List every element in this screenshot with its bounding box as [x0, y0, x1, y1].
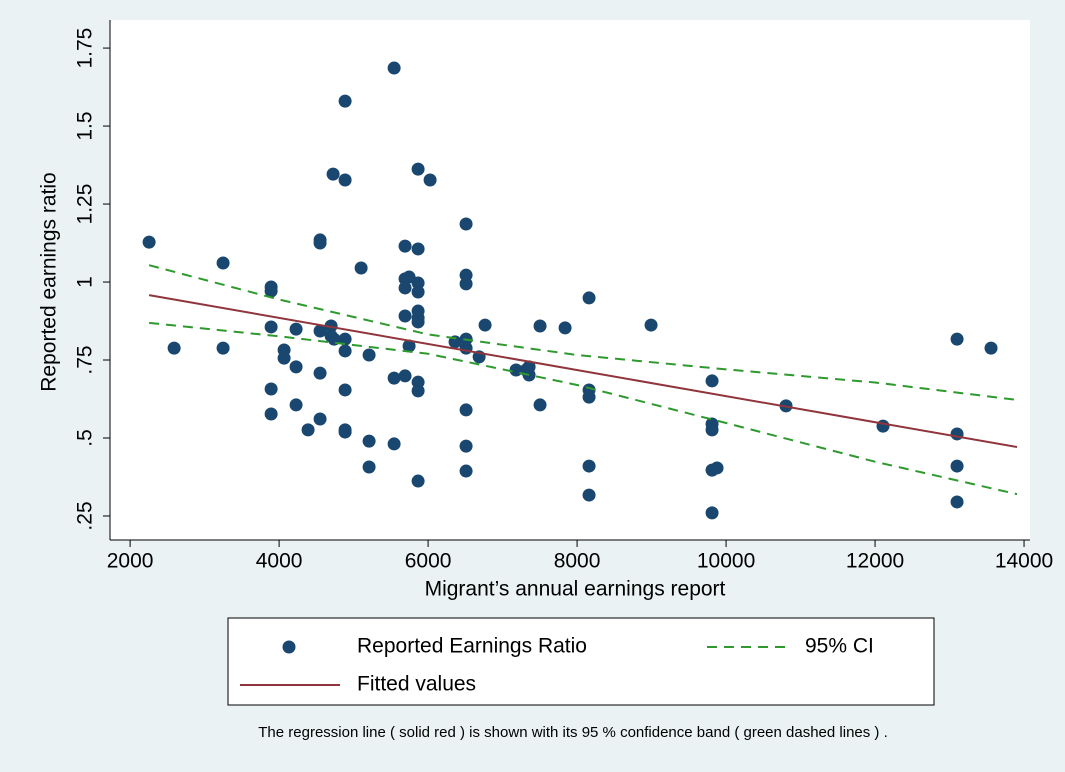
point	[216, 256, 230, 270]
point	[582, 291, 596, 305]
point	[301, 423, 315, 437]
point	[313, 236, 327, 250]
point	[398, 309, 412, 323]
point	[533, 319, 547, 333]
point	[411, 242, 425, 256]
point	[710, 461, 724, 475]
point	[264, 382, 278, 396]
point	[264, 320, 278, 334]
point	[705, 506, 719, 520]
point	[582, 390, 596, 404]
legend	[227, 617, 935, 706]
fitted-line	[148, 294, 1018, 449]
y-tick-label: 1.5	[74, 111, 97, 140]
point	[338, 173, 352, 187]
point	[398, 239, 412, 253]
point	[950, 495, 964, 509]
point	[411, 276, 425, 290]
point	[402, 339, 416, 353]
point	[264, 284, 278, 298]
point	[984, 341, 998, 355]
ci-upper	[148, 264, 1018, 401]
point	[950, 427, 964, 441]
point	[142, 235, 156, 249]
point	[338, 344, 352, 358]
point	[289, 322, 303, 336]
point	[289, 398, 303, 412]
x-tick-label: 12000	[846, 550, 904, 573]
point	[313, 324, 327, 338]
point	[582, 459, 596, 473]
ci-lower	[149, 321, 1018, 496]
x-tick-label: 14000	[995, 550, 1053, 573]
point	[362, 434, 376, 448]
point	[644, 318, 658, 332]
legend-label: Reported Earnings Ratio	[357, 635, 587, 658]
legend-label: Fitted values	[357, 673, 476, 696]
point	[478, 318, 492, 332]
point	[277, 351, 291, 365]
point	[705, 423, 719, 437]
point	[338, 94, 352, 108]
point	[423, 173, 437, 187]
plot-area	[110, 20, 1030, 540]
point	[950, 459, 964, 473]
point	[338, 332, 352, 346]
point	[216, 341, 230, 355]
point	[362, 348, 376, 362]
point	[354, 261, 368, 275]
point	[582, 488, 596, 502]
point	[411, 315, 425, 329]
point	[326, 167, 340, 181]
point	[411, 474, 425, 488]
x-tick-label: 2000	[107, 550, 154, 573]
point	[313, 366, 327, 380]
point	[876, 419, 890, 433]
y-tick-label: 1	[74, 276, 97, 288]
point	[533, 398, 547, 412]
point	[338, 425, 352, 439]
point	[459, 464, 473, 478]
y-tick-label: 1.25	[74, 184, 97, 225]
legend-marker	[282, 640, 296, 654]
point	[264, 407, 278, 421]
point	[338, 383, 352, 397]
x-axis-title: Migrant’s annual earnings report	[425, 578, 726, 601]
y-tick-label: .5	[74, 429, 97, 447]
point	[705, 374, 719, 388]
point	[398, 281, 412, 295]
x-tick-label: 10000	[697, 550, 755, 573]
point	[459, 439, 473, 453]
point	[509, 363, 523, 377]
x-tick-label: 8000	[554, 550, 601, 573]
y-tick-label: .25	[74, 501, 97, 530]
point	[167, 341, 181, 355]
point	[387, 437, 401, 451]
x-tick-label: 4000	[256, 550, 303, 573]
point	[558, 321, 572, 335]
point	[459, 403, 473, 417]
y-tick-label: 1.75	[74, 28, 97, 69]
point	[459, 217, 473, 231]
x-tick-label: 6000	[405, 550, 452, 573]
point	[289, 360, 303, 374]
point	[387, 61, 401, 75]
point	[387, 371, 401, 385]
point	[362, 460, 376, 474]
point	[459, 341, 473, 355]
point	[313, 412, 327, 426]
legend-label: 95% CI	[805, 635, 874, 658]
note: The regression line ( solid red ) is sho…	[258, 724, 888, 741]
point	[398, 369, 412, 383]
point	[950, 332, 964, 346]
y-axis-title: Reported earnings ratio	[38, 172, 61, 391]
y-tick-label: .75	[74, 345, 97, 374]
point	[411, 162, 425, 176]
point	[411, 285, 425, 299]
point	[411, 384, 425, 398]
point	[459, 277, 473, 291]
